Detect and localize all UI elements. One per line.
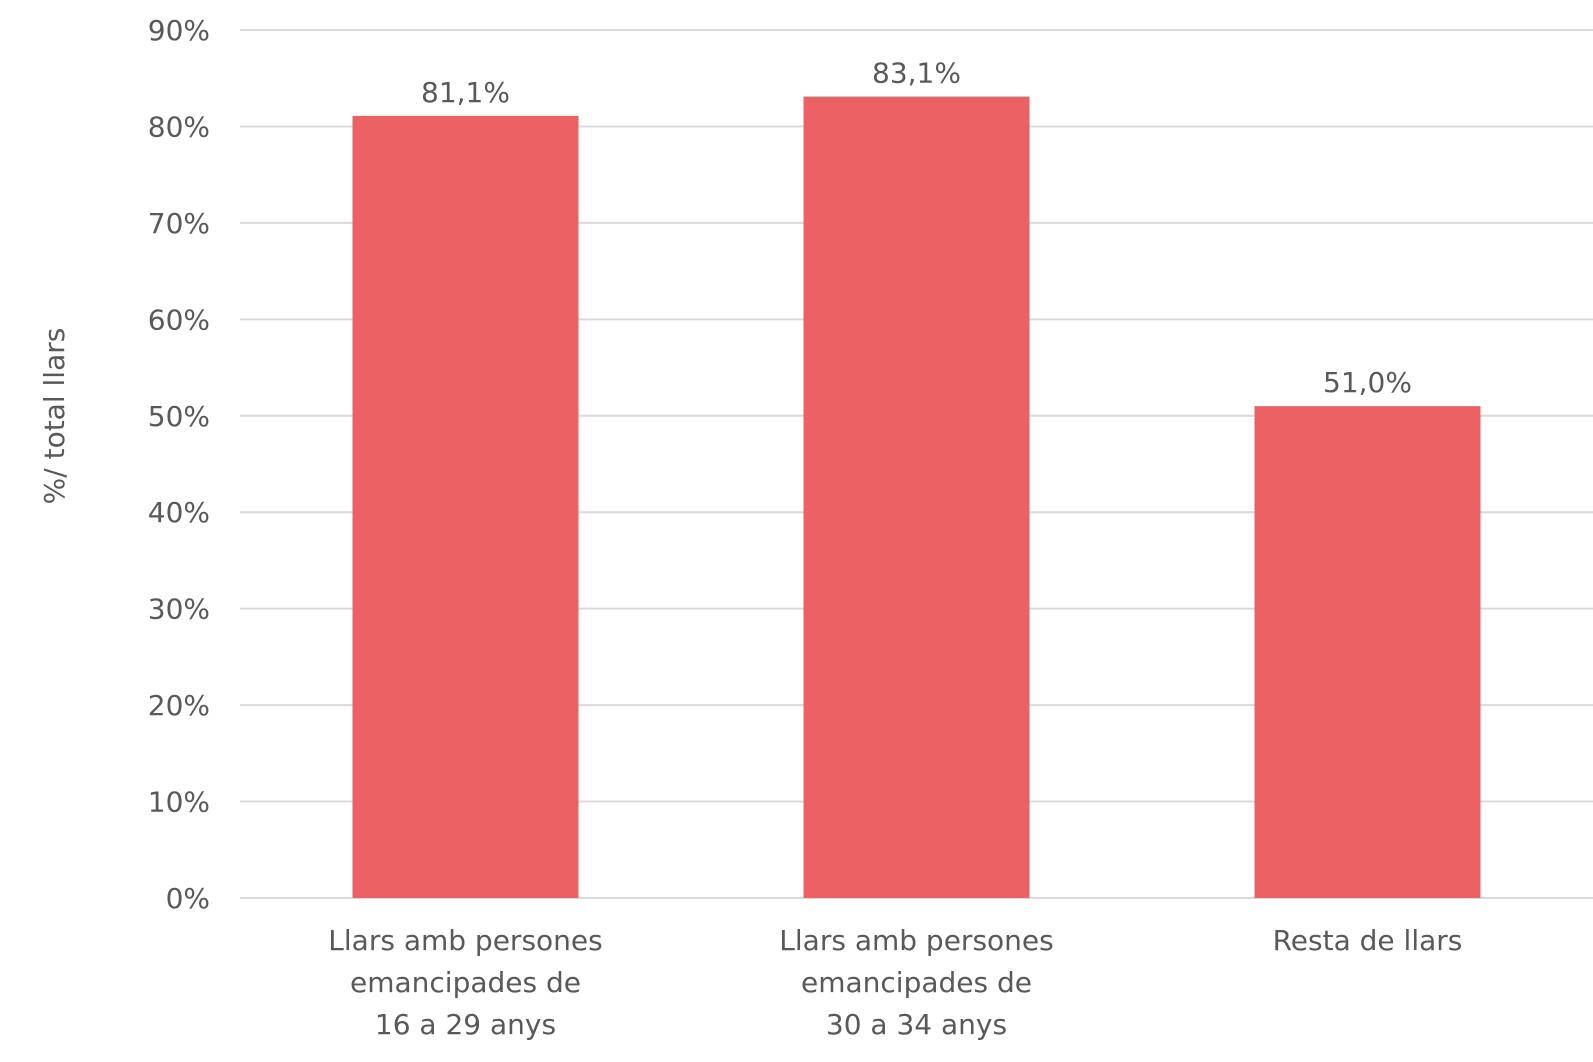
data-label: 81,1% (421, 76, 510, 109)
y-tick-label: 10% (148, 786, 210, 819)
x-category-label-line: emancipades de (801, 966, 1032, 999)
y-tick-label: 20% (148, 689, 210, 722)
bar (803, 96, 1030, 898)
x-category-label: Llars amb persones emancipades de 30 a 34 … (779, 924, 1053, 1041)
y-tick-label: 80% (148, 110, 210, 143)
x-category-label-line: 16 a 29 anys (375, 1008, 556, 1041)
x-category-label: Resta de llars (1273, 924, 1463, 957)
data-label: 83,1% (872, 57, 961, 90)
y-tick-label: 40% (148, 496, 210, 529)
y-axis-title: %/ total llars (38, 328, 71, 505)
y-tick-label: 90% (148, 14, 210, 47)
bars (352, 96, 1481, 898)
y-axis-ticks: 0% 10% 20% 30% 40% 50% 60% 70% 80% 90% (148, 14, 210, 915)
bar (352, 115, 579, 898)
y-tick-label: 60% (148, 303, 210, 336)
x-axis-categories: Llars amb persones emancipades de 16 a 29 … (328, 924, 1462, 1041)
x-category-label-line: Llars amb persones (779, 924, 1053, 957)
y-tick-label: 70% (148, 207, 210, 240)
y-tick-label: 50% (148, 400, 210, 433)
y-tick-label: 30% (148, 593, 210, 626)
bar (1254, 406, 1481, 898)
x-category-label-line: 30 a 34 anys (826, 1008, 1007, 1041)
data-label: 51,0% (1323, 366, 1412, 399)
y-tick-label: 0% (166, 882, 210, 915)
x-category-label-line: Resta de llars (1273, 924, 1463, 957)
data-labels: 81,1% 83,1% 51,0% (421, 57, 1412, 400)
x-category-label-line: emancipades de (350, 966, 581, 999)
x-category-label: Llars amb persones emancipades de 16 a 29 … (328, 924, 602, 1041)
x-category-label-line: Llars amb persones (328, 924, 602, 957)
